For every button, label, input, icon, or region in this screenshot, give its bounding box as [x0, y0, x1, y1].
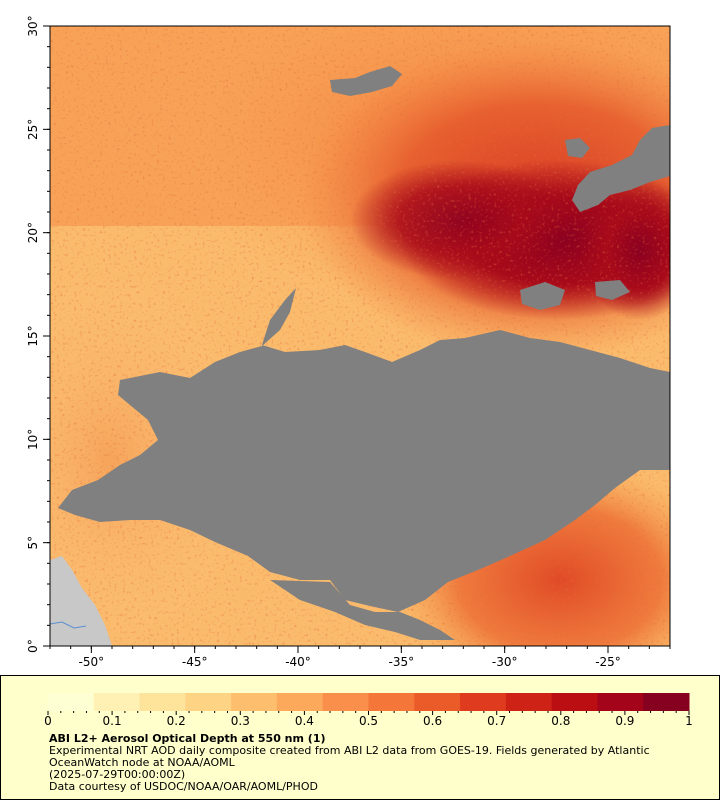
colorbar-tick-label: 0.5 [359, 714, 378, 728]
colorbar-tick-label: 1 [685, 714, 693, 728]
colorbar-tick-label: 0.9 [615, 714, 634, 728]
colorbar-swatch [139, 693, 186, 711]
x-tick-label: -45° [182, 655, 208, 669]
colorbar-swatch [597, 693, 644, 711]
nodata-northeast [572, 125, 670, 212]
y-tick-label: 30° [26, 15, 40, 36]
nodata-east-patch [595, 280, 630, 300]
nodata-central [58, 288, 670, 612]
x-tick-label: -25° [595, 655, 621, 669]
colorbar-swatch [414, 693, 461, 711]
aod-field [50, 26, 670, 646]
legend-description: Experimental NRT AOD daily composite cre… [49, 744, 650, 769]
colorbar-ticks: 0 0.1 0.2 0.3 0.4 0.5 0.6 0.7 0.8 0.9 1 [44, 711, 693, 728]
colorbar-swatch [276, 693, 324, 711]
colorbar-swatch [48, 693, 95, 711]
legend-title: ABI L2+ Aerosol Optical Depth at 550 nm … [49, 732, 326, 745]
colorbar-tick-label: 0.1 [103, 714, 122, 728]
x-tick-label: -50° [79, 655, 105, 669]
nodata-north [330, 66, 402, 96]
x-tick-label: -30° [492, 655, 518, 669]
y-tick-label: 5° [26, 536, 40, 550]
colorbar-swatch [505, 693, 553, 711]
colorbar-tick-label: 0.7 [487, 714, 506, 728]
colorbar-tick-label: 0 [44, 714, 52, 728]
colorbar-swatch [460, 693, 507, 711]
river-line [50, 621, 87, 629]
x-tick-label: -40° [285, 655, 311, 669]
colorbar-tick-label: 0.3 [231, 714, 250, 728]
colorbar-tick-label: 0.6 [423, 714, 442, 728]
y-tick-label: 20° [26, 222, 40, 243]
y-tick-label: 25° [26, 119, 40, 140]
colorbar-swatch [185, 693, 232, 711]
colorbar-swatch [93, 693, 141, 711]
nodata-east-plume [520, 282, 565, 310]
legend-date: (2025-07-29T00:00:00Z) [49, 768, 186, 781]
colorbar-tick-label: 0.8 [551, 714, 570, 728]
y-tick-label: 10° [26, 429, 40, 450]
aod-map: -50° -45° -40° -35° -30° -25° 0° 5° 10° 15° 20° 25°… [26, 15, 671, 669]
colorbar-swatch [551, 693, 598, 711]
y-tick-label: 0° [26, 639, 40, 653]
colorbar: 0 0.1 0.2 0.3 0.4 0.5 0.6 0.7 0.8 0.9 1 [44, 693, 693, 728]
colorbar-tick-label: 0.4 [295, 714, 314, 728]
colorbar-swatches [48, 693, 690, 711]
colorbar-swatch [231, 693, 278, 711]
colorbar-swatch [368, 693, 415, 711]
y-tick-label: 15° [26, 325, 40, 346]
x-tick-label: -35° [389, 655, 415, 669]
colorbar-tick-label: 0.2 [167, 714, 186, 728]
nodata-northeast-2 [565, 138, 590, 158]
colorbar-swatch [322, 693, 369, 711]
legend-panel: 0 0.1 0.2 0.3 0.4 0.5 0.6 0.7 0.8 0.9 1 ABI L2+ Ae… [0, 675, 720, 800]
map-axes: -50° -45° -40° -35° -30° -25° 0° 5° 10° 15° 20° 25°… [26, 15, 671, 669]
nodata-central-south [270, 580, 455, 640]
legend-credit: Data courtesy of USDOC/NOAA/OAR/AOML/PHO… [49, 780, 318, 793]
colorbar-swatch [643, 693, 690, 711]
